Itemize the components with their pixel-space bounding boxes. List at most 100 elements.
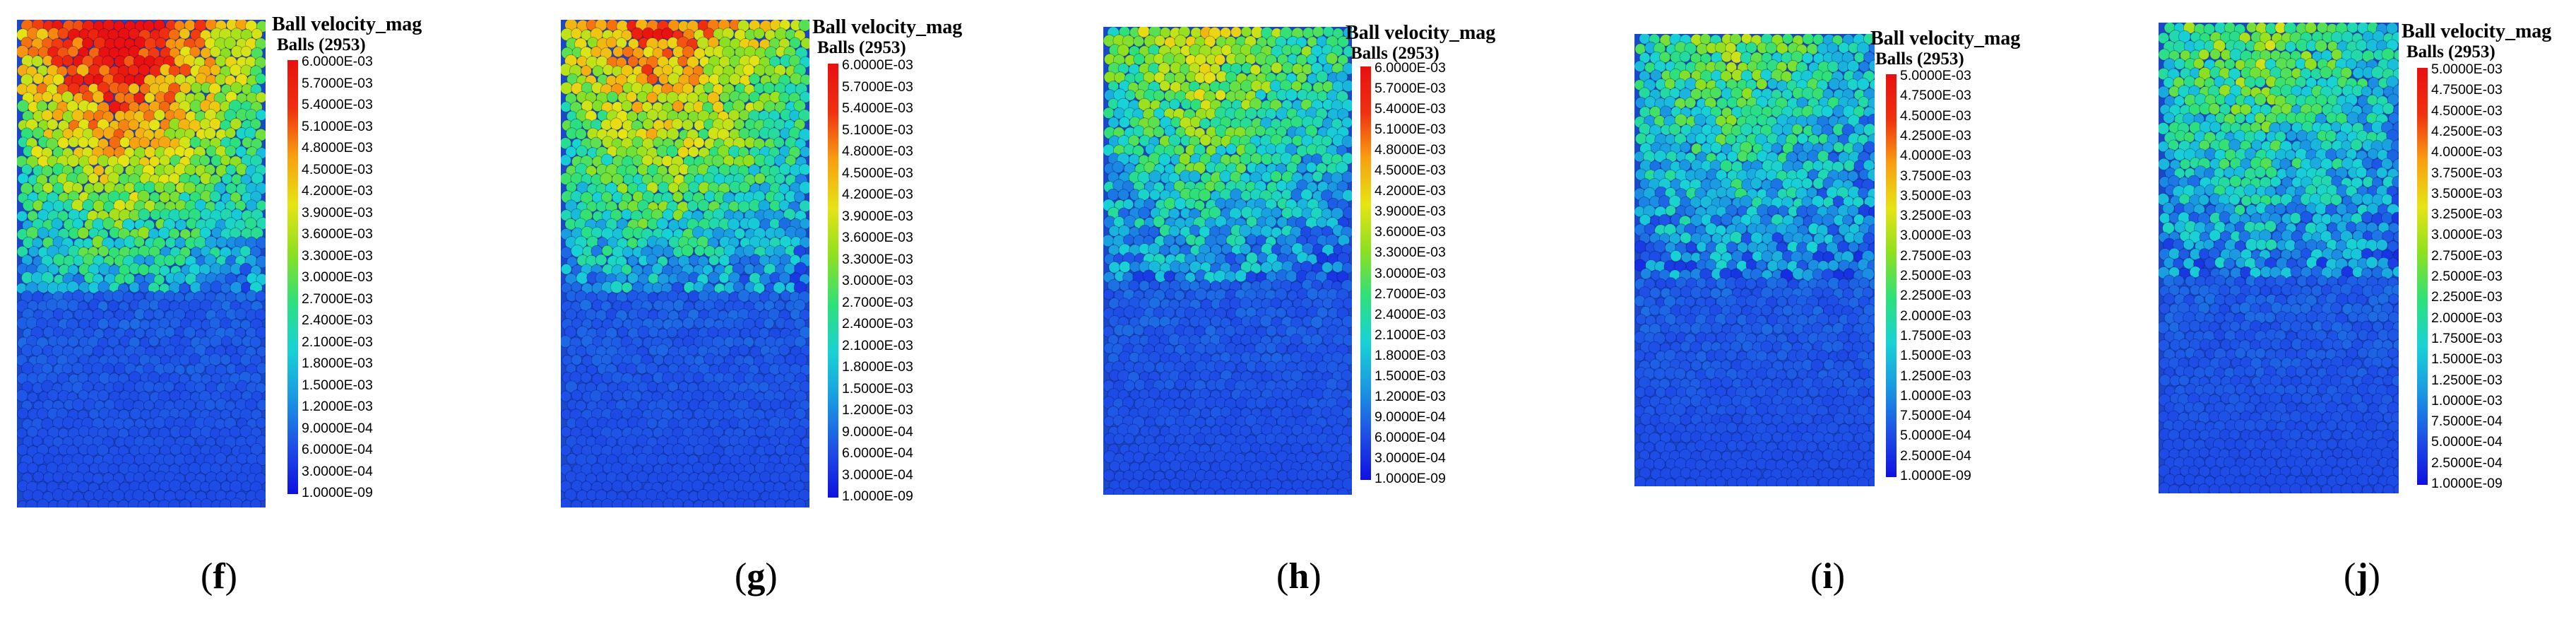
tick-label: 3.2500E-03 [2431, 206, 2503, 223]
tick-label: 5.7000E-03 [302, 75, 373, 91]
tick-label: 1.2000E-03 [302, 399, 373, 414]
tick-label: 4.5000E-03 [1900, 107, 1971, 124]
tick-label: 5.0000E-03 [2431, 61, 2503, 77]
tick-label: 1.7500E-03 [1900, 327, 1971, 344]
legend-subtitle: Balls (2953) [1875, 49, 1964, 69]
color-bar [1886, 74, 1897, 477]
tick-label: 5.7000E-03 [842, 78, 913, 95]
panel-caption: (i) [1810, 556, 1846, 597]
tick-label: 2.5000E-03 [2431, 269, 2503, 284]
tick-label: 4.2500E-03 [2431, 123, 2503, 139]
tick-label: 1.0000E-09 [1375, 471, 1446, 486]
tick-label: 6.0000E-04 [1375, 429, 1446, 445]
tick-label: 2.7000E-03 [842, 294, 913, 310]
tick-label: 1.0000E-09 [1900, 468, 1971, 483]
tick-label: 4.8000E-03 [302, 140, 373, 156]
tick-label: 1.5000E-03 [842, 380, 913, 397]
particle-field [17, 20, 266, 507]
tick-label: 2.5000E-04 [1900, 447, 1971, 464]
tick-label: 2.5000E-03 [1900, 268, 1971, 283]
tick-label: 1.0000E-03 [2431, 392, 2503, 409]
tick-label: 1.8000E-03 [302, 356, 373, 371]
color-bar [287, 60, 298, 494]
tick-label: 2.2500E-03 [1900, 288, 1971, 304]
legend-title: Ball velocity_mag [1346, 22, 1496, 44]
legend-subtitle: Balls (2953) [2406, 42, 2495, 61]
color-bar [2417, 68, 2428, 485]
tick-label: 2.7500E-03 [1900, 247, 1971, 264]
tick-label: 3.3000E-03 [1375, 245, 1446, 261]
tick-label: 1.2500E-03 [1900, 368, 1971, 384]
panel-caption: (g) [735, 556, 778, 597]
color-bar [828, 64, 838, 498]
tick-label: 7.5000E-04 [2431, 413, 2503, 430]
tick-label: 5.0000E-03 [1900, 68, 1971, 83]
legend-subtitle: Balls (2953) [1351, 44, 1440, 63]
tick-label: 2.2500E-03 [2431, 289, 2503, 305]
tick-label: 7.5000E-04 [1900, 408, 1971, 424]
tick-label: 1.2500E-03 [2431, 372, 2503, 388]
panel-caption: (h) [1276, 556, 1322, 597]
tick-label: 3.6000E-03 [1375, 224, 1446, 240]
tick-label: 4.0000E-03 [2431, 144, 2503, 160]
tick-label: 3.9000E-03 [842, 208, 913, 224]
tick-label: 6.0000E-04 [842, 445, 913, 461]
tick-label: 9.0000E-04 [302, 420, 373, 436]
tick-label: 3.5000E-03 [2431, 185, 2503, 201]
tick-label: 3.9000E-03 [302, 204, 373, 221]
tick-label: 2.4000E-03 [1375, 306, 1446, 322]
panel-caption: (f) [201, 556, 237, 597]
tick-label: 3.3000E-03 [842, 251, 913, 267]
tick-label: 9.0000E-04 [1375, 409, 1446, 425]
color-bar [1360, 66, 1371, 480]
tick-label: 4.5000E-03 [302, 161, 373, 177]
tick-label: 3.0000E-03 [1900, 228, 1971, 244]
legend-title: Ball velocity_mag [1870, 28, 2021, 49]
tick-label: 1.0000E-09 [302, 485, 373, 500]
tick-label: 9.0000E-04 [842, 423, 913, 440]
tick-label: 4.2500E-03 [1900, 127, 1971, 143]
tick-label: 2.0000E-03 [2431, 310, 2503, 326]
tick-label: 2.0000E-03 [1900, 307, 1971, 324]
tick-label: 5.4000E-03 [1375, 101, 1446, 117]
tick-label: 1.2000E-03 [1375, 388, 1446, 404]
tick-label: 4.8000E-03 [842, 143, 913, 159]
tick-label: 5.4000E-03 [302, 97, 373, 112]
tick-label: 6.0000E-04 [302, 442, 373, 457]
tick-label: 2.1000E-03 [302, 334, 373, 350]
tick-label: 2.1000E-03 [1375, 327, 1446, 343]
tick-label: 3.9000E-03 [1375, 204, 1446, 220]
legend-title: Ball velocity_mag [812, 16, 963, 38]
tick-label: 3.7500E-03 [2431, 165, 2503, 181]
tick-label: 1.0000E-09 [2431, 476, 2503, 491]
tick-label: 1.7500E-03 [2431, 330, 2503, 346]
tick-label: 3.7500E-03 [1900, 168, 1971, 184]
particle-field [2159, 23, 2399, 493]
tick-label: 6.0000E-03 [302, 54, 373, 69]
tick-label: 3.2500E-03 [1900, 208, 1971, 224]
tick-label: 3.0000E-04 [842, 466, 913, 483]
tick-label: 5.4000E-03 [842, 100, 913, 116]
tick-label: 3.0000E-04 [1375, 450, 1446, 466]
tick-label: 4.5000E-03 [2431, 102, 2503, 119]
tick-label: 3.0000E-03 [842, 273, 913, 288]
legend-subtitle: Balls (2953) [277, 35, 366, 54]
tick-label: 1.8000E-03 [842, 359, 913, 375]
tick-label: 3.0000E-03 [2431, 227, 2503, 243]
tick-label: 2.5000E-04 [2431, 454, 2503, 471]
tick-label: 1.5000E-03 [1900, 348, 1971, 364]
tick-label: 2.7500E-03 [2431, 247, 2503, 264]
legend-title: Ball velocity_mag [272, 13, 422, 35]
tick-label: 2.7000E-03 [302, 291, 373, 307]
tick-label: 6.0000E-03 [842, 57, 913, 73]
tick-label: 6.0000E-03 [1375, 60, 1446, 76]
tick-label: 3.5000E-03 [1900, 187, 1971, 204]
tick-label: 2.4000E-03 [842, 316, 913, 331]
tick-label: 4.2000E-03 [842, 187, 913, 202]
tick-label: 1.2000E-03 [842, 402, 913, 418]
legend-subtitle: Balls (2953) [817, 38, 906, 57]
tick-label: 4.0000E-03 [1900, 148, 1971, 164]
tick-label: 2.7000E-03 [1375, 286, 1446, 302]
tick-label: 4.7500E-03 [2431, 82, 2503, 98]
tick-label: 5.1000E-03 [1375, 122, 1446, 138]
